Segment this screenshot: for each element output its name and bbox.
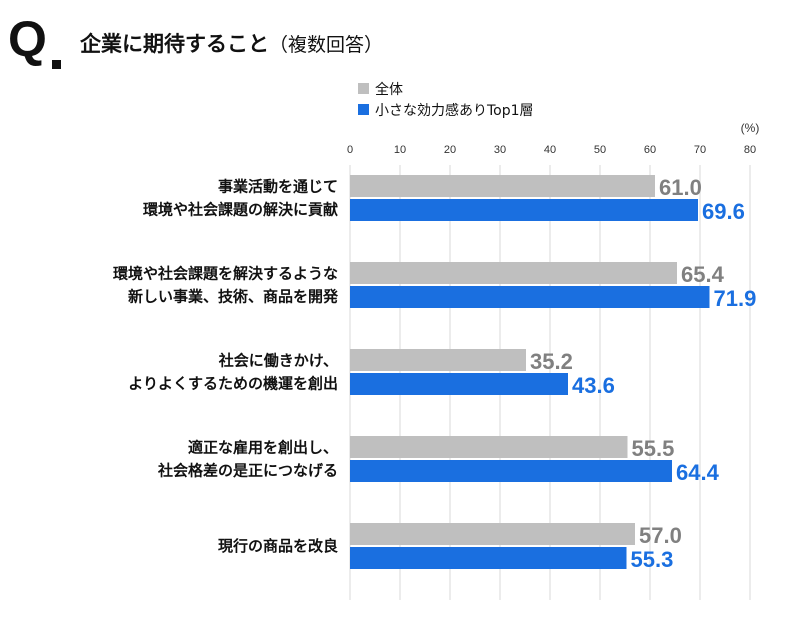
axis-unit-label: (%) — [741, 121, 760, 135]
category-label-4-0: 現行の商品を改良 — [218, 537, 338, 555]
x-tick-label-70: 70 — [694, 144, 706, 156]
bar-all-2 — [350, 349, 526, 371]
bar-all-3 — [350, 436, 628, 458]
bar-top1-4 — [350, 547, 627, 569]
value-label-all-0: 61.0 — [659, 175, 702, 200]
category-label-0-0: 事業活動を通じて — [218, 178, 338, 196]
x-tick-label-0: 0 — [347, 144, 353, 156]
value-label-top1-4: 55.3 — [631, 547, 674, 572]
x-tick-label-40: 40 — [544, 144, 556, 156]
bar-top1-1 — [350, 286, 710, 308]
bar-top1-3 — [350, 460, 672, 482]
value-label-all-3: 55.5 — [632, 436, 675, 461]
bar-all-0 — [350, 175, 655, 197]
value-label-top1-0: 69.6 — [702, 199, 745, 224]
legend-item-top1: 小さな効力感ありTop1層 — [358, 99, 534, 120]
category-label-3-0: 適正な雇用を創出し、 — [188, 439, 338, 457]
bar-top1-2 — [350, 373, 568, 395]
x-tick-label-30: 30 — [494, 144, 506, 156]
category-label-3-1: 社会格差の是正につなげる — [157, 462, 338, 480]
category-label-0-1: 環境や社会課題の解決に貢献 — [143, 201, 338, 219]
x-tick-label-50: 50 — [594, 144, 606, 156]
value-label-top1-2: 43.6 — [572, 373, 615, 398]
chart-title-main: 企業に期待すること — [80, 32, 269, 56]
question-dot — [52, 60, 61, 69]
value-label-all-4: 57.0 — [639, 523, 682, 548]
chart-title: 企業に期待すること（複数回答） — [80, 28, 383, 58]
legend-swatch-all — [358, 83, 369, 94]
category-label-2-0: 社会に働きかけ、 — [218, 352, 338, 370]
legend-swatch-top1 — [358, 104, 369, 115]
legend: 全体 小さな効力感ありTop1層 — [358, 78, 534, 120]
x-tick-label-60: 60 — [644, 144, 656, 156]
value-label-all-2: 35.2 — [530, 349, 573, 374]
value-label-top1-3: 64.4 — [676, 460, 720, 485]
x-tick-label-80: 80 — [744, 144, 756, 156]
value-label-top1-1: 71.9 — [714, 286, 757, 311]
category-label-2-1: よりよくするための機運を創出 — [128, 375, 338, 393]
bar-top1-0 — [350, 199, 698, 221]
value-label-all-1: 65.4 — [681, 262, 725, 287]
chart-title-subtitle: （複数回答） — [269, 34, 384, 56]
legend-label-all: 全体 — [375, 81, 403, 98]
bar-all-1 — [350, 262, 677, 284]
category-label-1-1: 新しい事業、技術、商品を開発 — [128, 288, 339, 306]
bar-all-4 — [350, 523, 635, 545]
category-label-1-0: 環境や社会課題を解決するような — [113, 265, 338, 283]
question-mark-label: Q — [8, 11, 47, 67]
x-tick-label-20: 20 — [444, 144, 456, 156]
x-tick-label-10: 10 — [394, 144, 406, 156]
legend-item-all: 全体 — [358, 78, 534, 99]
legend-label-top1: 小さな効力感ありTop1層 — [375, 102, 534, 119]
